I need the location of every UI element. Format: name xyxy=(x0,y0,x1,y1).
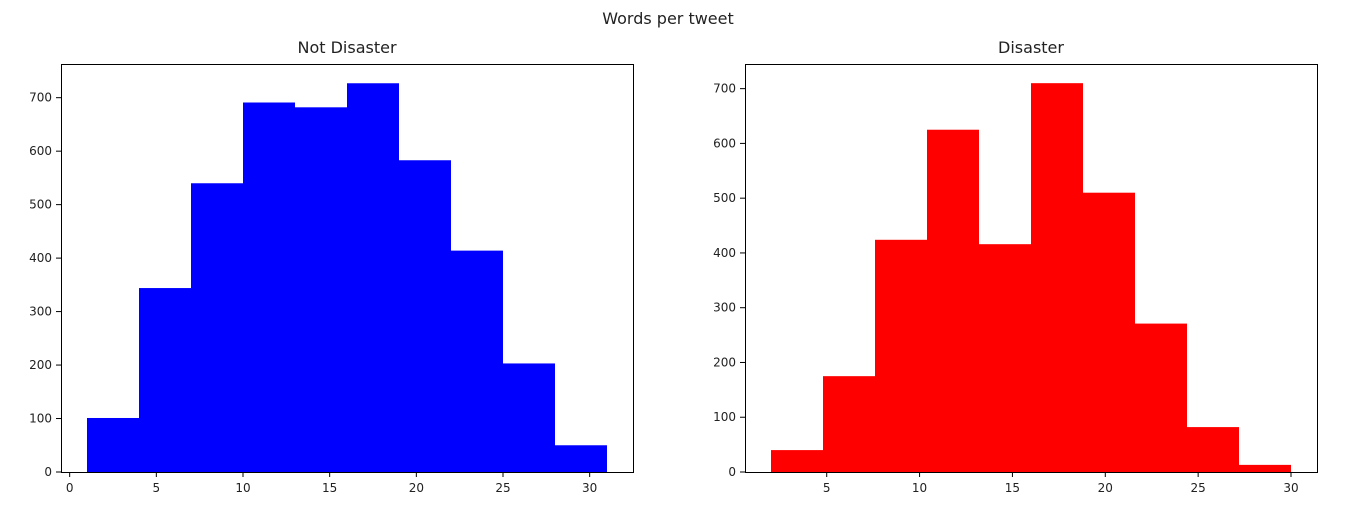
disaster-bar xyxy=(979,244,1031,472)
not-disaster-y-tick-label: 100 xyxy=(29,412,52,426)
not-disaster-bar xyxy=(347,83,399,472)
not-disaster-x-tick-label: 25 xyxy=(495,481,510,495)
not-disaster-bar xyxy=(191,183,243,472)
disaster-axes-frame xyxy=(745,64,1318,473)
disaster-y-tick-label: 100 xyxy=(713,410,736,424)
disaster-bar xyxy=(1239,464,1291,472)
disaster-x-tick-label: 5 xyxy=(823,481,831,495)
not-disaster-axes-frame xyxy=(61,64,634,473)
panel-not-disaster: Not Disaster 0 5 10 15 20 25 30010020030040050… xyxy=(29,38,634,495)
not-disaster-x-tick-label: 30 xyxy=(582,481,597,495)
disaster-bar xyxy=(875,239,927,472)
disaster-x-tick-label: 15 xyxy=(1005,481,1020,495)
disaster-x-tick-label: 30 xyxy=(1283,481,1298,495)
disaster-y-tick-label: 300 xyxy=(713,301,736,315)
not-disaster-y-tick-label: 0 xyxy=(44,465,52,479)
not-disaster-bar xyxy=(555,445,607,472)
chart-title-not-disaster: Not Disaster xyxy=(297,38,396,57)
panel-disaster: Disaster 5 10 15 20 25 3001002003004005006007… xyxy=(713,38,1318,495)
not-disaster-bar xyxy=(451,250,503,472)
not-disaster-y-tick-label: 300 xyxy=(29,305,52,319)
not-disaster-bar xyxy=(295,107,347,472)
disaster-y-tick-label: 200 xyxy=(713,355,736,369)
disaster-y-tick-label: 600 xyxy=(713,136,736,150)
figure-title: Words per tweet xyxy=(602,9,734,28)
disaster-bar xyxy=(1031,83,1083,473)
not-disaster-bar xyxy=(503,363,555,472)
disaster-x-tick-label: 20 xyxy=(1098,481,1113,495)
not-disaster-y-tick-label: 400 xyxy=(29,251,52,265)
disaster-y-tick-label: 500 xyxy=(713,191,736,205)
not-disaster-y-tick-label: 600 xyxy=(29,144,52,158)
disaster-y-tick-label: 700 xyxy=(713,82,736,96)
disaster-y-tick-label: 400 xyxy=(713,246,736,260)
not-disaster-x-tick-label: 5 xyxy=(153,481,161,495)
not-disaster-bar xyxy=(399,160,451,472)
not-disaster-x-tick-label: 15 xyxy=(322,481,337,495)
disaster-y-tick-label: 0 xyxy=(728,465,736,479)
not-disaster-x-tick-label: 20 xyxy=(409,481,424,495)
not-disaster-x-tick-label: 0 xyxy=(66,481,74,495)
disaster-x-tick-label: 10 xyxy=(912,481,927,495)
not-disaster-y-tick-label: 700 xyxy=(29,91,52,105)
disaster-x-tick-label: 25 xyxy=(1191,481,1206,495)
disaster-bar xyxy=(823,376,875,472)
disaster-bar xyxy=(927,129,979,472)
disaster-bar xyxy=(771,450,823,472)
not-disaster-bar xyxy=(139,288,191,472)
not-disaster-x-tick-label: 10 xyxy=(235,481,250,495)
not-disaster-bar xyxy=(243,102,295,472)
chart-title-disaster: Disaster xyxy=(998,38,1064,57)
not-disaster-y-tick-label: 500 xyxy=(29,198,52,212)
not-disaster-bar xyxy=(87,417,139,472)
disaster-bar xyxy=(1083,192,1135,472)
disaster-bar xyxy=(1187,427,1239,472)
not-disaster-y-tick-label: 200 xyxy=(29,358,52,372)
disaster-bar xyxy=(1135,323,1187,472)
